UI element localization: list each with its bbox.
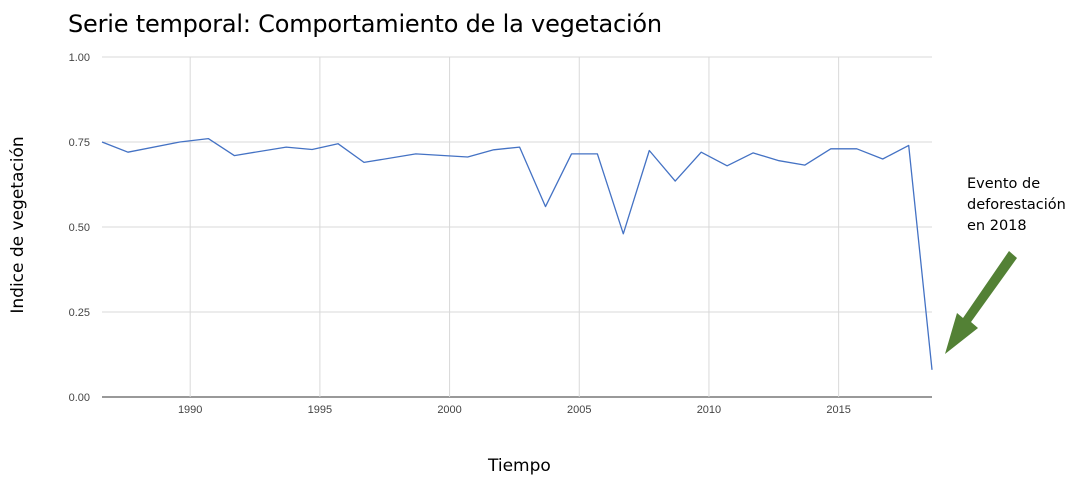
annotation-arrow — [945, 251, 1017, 354]
x-tick-label: 2010 — [697, 404, 721, 416]
y-tick-label: 1.00 — [69, 52, 90, 64]
chart-title: Serie temporal: Comportamiento de la veg… — [68, 10, 662, 38]
x-axis-label: Tiempo — [488, 456, 551, 476]
x-tick-label: 1990 — [178, 404, 202, 416]
x-tick-label: 2005 — [567, 404, 591, 416]
annotation-line-2: deforestación — [967, 197, 1066, 213]
y-tick-label: 0.00 — [69, 392, 90, 404]
x-tick-label: 2015 — [826, 404, 850, 416]
y-tick-label: 0.50 — [69, 222, 90, 234]
x-tick-label: 1995 — [308, 404, 332, 416]
annotation-line-1: Evento de — [967, 176, 1041, 192]
y-tick-label: 0.75 — [69, 137, 90, 149]
deforestation-annotation: Evento de deforestación en 2018 — [967, 174, 1073, 237]
annotation-line-3: en 2018 — [967, 218, 1027, 234]
y-tick-label: 0.25 — [69, 307, 90, 319]
series-line — [101, 137, 933, 370]
x-tick-label: 2000 — [437, 404, 461, 416]
